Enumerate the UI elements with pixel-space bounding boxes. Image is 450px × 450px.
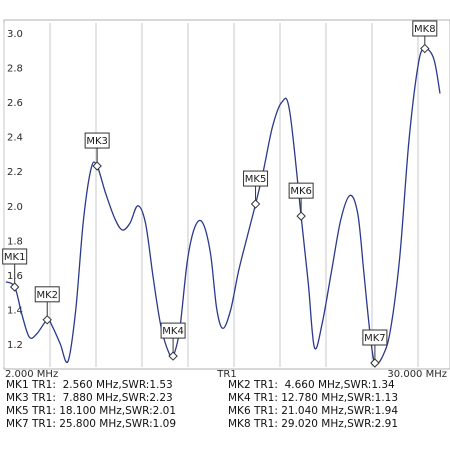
swr-trace-line [5,47,441,365]
y-tick-label: 3.0 [7,29,23,40]
marker-label-box [2,248,28,265]
marker-label-box [288,182,314,199]
marker-readout-mk1: MK1 TR1: 2.560 MHz,SWR:1.53 [6,379,173,391]
marker-label: MK2 [36,290,58,301]
marker-diamond [42,315,52,325]
marker-label-box [412,20,438,37]
grid-lines [3,23,419,367]
marker-readout-mk3: MK3 TR1: 7.880 MHz,SWR:2.23 [6,392,173,404]
plot-frame [3,19,450,370]
marker-label-box [84,132,110,149]
marker-label-box [34,286,60,303]
marker-label: MK6 [290,186,312,197]
trace-name-label: TR1 [216,369,236,380]
y-tick-label: 1.8 [7,236,23,247]
marker-label-box [362,329,388,346]
marker-label: MK4 [162,326,184,337]
marker-diamond [9,282,20,292]
marker-readout-mk8: MK8 TR1: 29.020 MHz,SWR:2.91 [228,418,399,430]
y-tick-label: 2.4 [7,133,23,144]
marker-diamond [296,211,306,221]
marker-readout-mk6: MK6 TR1: 21.040 MHz,SWR:1.94 [228,405,399,417]
marker-readout-table: MK1 TR1: 2.560 MHz,SWR:1.53 MK2 TR1: 4.6… [0,379,450,439]
x-stop-label: 30.000 MHz [387,369,447,380]
y-tick-label: 2.6 [7,98,23,109]
marker-label: MK7 [364,333,386,344]
marker-readout-mk4: MK4 TR1: 12.780 MHz,SWR:1.13 [228,392,399,404]
marker-diamond [92,161,102,171]
marker-label: MK8 [414,24,436,35]
marker-readout-mk7: MK7 TR1: 25.800 MHz,SWR:1.09 [6,418,177,430]
marker-diamond [420,43,430,54]
marker-label-box [243,170,269,187]
y-tick-label: 1.2 [7,340,23,351]
y-tick-label: 1.4 [7,305,23,316]
marker-diamond [250,199,261,209]
marker-label-box [160,322,186,339]
marker-diamond [370,358,380,368]
marker-label: MK5 [245,174,267,185]
x-start-label: 2.000 MHz [5,369,58,380]
x-axis-ticks: 2.000 MHz 30.000 MHz TR1 [5,369,447,380]
marker-label: MK1 [4,252,26,263]
marker-diamond [168,351,178,361]
swr-trace [5,47,441,365]
y-tick-label: 2.2 [7,167,23,178]
y-axis-ticks: 3.02.82.62.42.22.01.81.61.41.2 [7,29,23,351]
marker-readout-mk2: MK2 TR1: 4.660 MHz,SWR:1.34 [228,379,395,391]
marker-label: MK3 [86,136,108,147]
marker-readout-mk5: MK5 TR1: 18.100 MHz,SWR:2.01 [6,405,177,417]
marker-group: MK1 MK2 MK3 MK4 MK5 MK6 MK7 MK8 [2,20,438,368]
y-tick-label: 2.8 [7,64,23,75]
y-tick-label: 2.0 [7,202,23,213]
